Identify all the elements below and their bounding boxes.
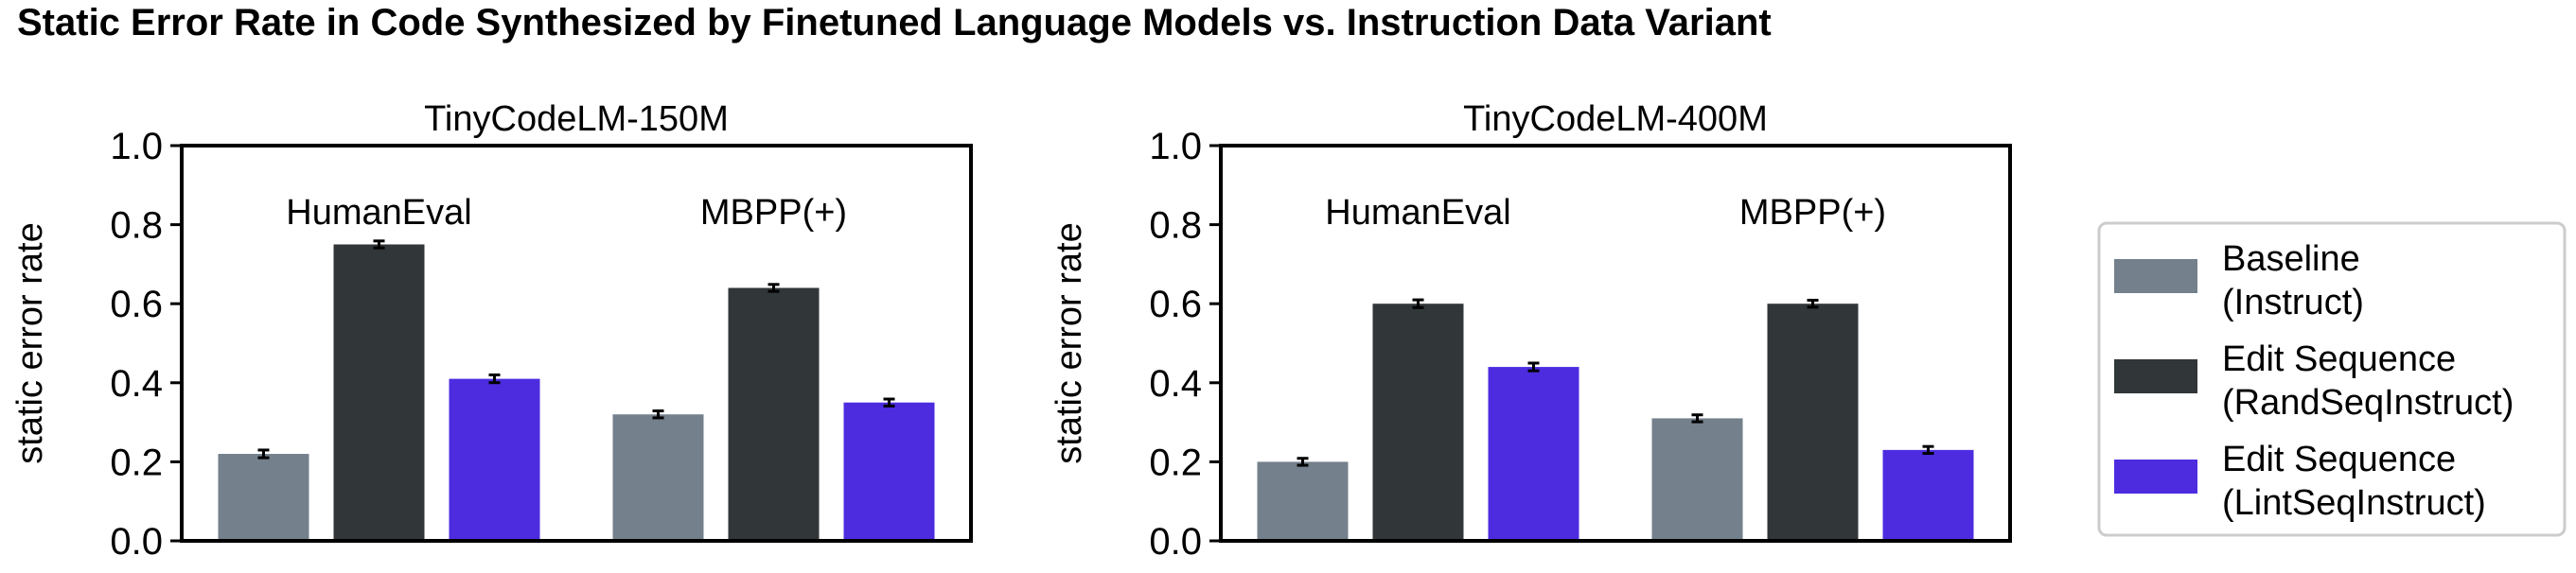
y-tick-label: 0.0 [110, 521, 163, 563]
bar-mbpp--0 [1651, 418, 1743, 541]
bar-humaneval-1 [333, 244, 425, 541]
bar-humaneval-0 [1257, 461, 1349, 541]
legend-label-line1: Baseline [2222, 239, 2360, 279]
panel-title: TinyCodeLM-150M [424, 99, 729, 139]
bar-mbpp--0 [612, 414, 704, 541]
bar-mbpp--1 [1767, 304, 1859, 541]
category-label: HumanEval [1325, 193, 1510, 233]
y-tick-label: 0.4 [110, 363, 163, 405]
legend-label-line1: Edit Sequence [2222, 440, 2456, 479]
legend-swatch-2 [2114, 460, 2197, 494]
y-tick-label: 0.6 [1149, 284, 1202, 325]
category-label: HumanEval [286, 193, 471, 233]
category-label: MBPP(+) [1739, 193, 1886, 233]
bar-mbpp--1 [728, 287, 820, 541]
legend-label-line2: (LintSeqInstruct) [2222, 483, 2486, 523]
y-axis-label: static error rate [1050, 222, 1089, 464]
bar-humaneval-2 [449, 378, 540, 541]
legend-label-line2: (RandSeqInstruct) [2222, 383, 2514, 423]
plot-frame [180, 144, 973, 543]
legend-swatch-0 [2114, 259, 2197, 293]
y-tick-label: 1.0 [1149, 126, 1202, 167]
bar-humaneval-2 [1488, 367, 1579, 541]
legend-label-line1: Edit Sequence [2222, 339, 2456, 379]
y-tick-label: 1.0 [110, 126, 163, 167]
panel-title: TinyCodeLM-400M [1463, 99, 1768, 139]
y-tick-label: 0.0 [1149, 521, 1202, 563]
y-tick-label: 0.4 [1149, 363, 1202, 405]
figure-title: Static Error Rate in Code Synthesized by… [17, 2, 1772, 43]
bar-humaneval-0 [218, 454, 309, 541]
y-tick-label: 0.6 [110, 284, 163, 325]
y-tick-label: 0.8 [110, 205, 163, 247]
y-tick-label: 0.2 [1149, 442, 1202, 483]
plot-frame [1219, 144, 2012, 543]
legend-box [2097, 221, 2567, 537]
legend-label-line2: (Instruct) [2222, 283, 2364, 322]
legend-swatch-1 [2114, 359, 2197, 393]
y-tick-label: 0.8 [1149, 205, 1202, 247]
bar-mbpp--2 [843, 402, 935, 541]
category-label: MBPP(+) [700, 193, 847, 233]
y-tick-label: 0.2 [110, 442, 163, 483]
bar-humaneval-1 [1372, 304, 1464, 541]
bar-mbpp--2 [1882, 449, 1974, 541]
y-axis-label: static error rate [10, 222, 50, 464]
